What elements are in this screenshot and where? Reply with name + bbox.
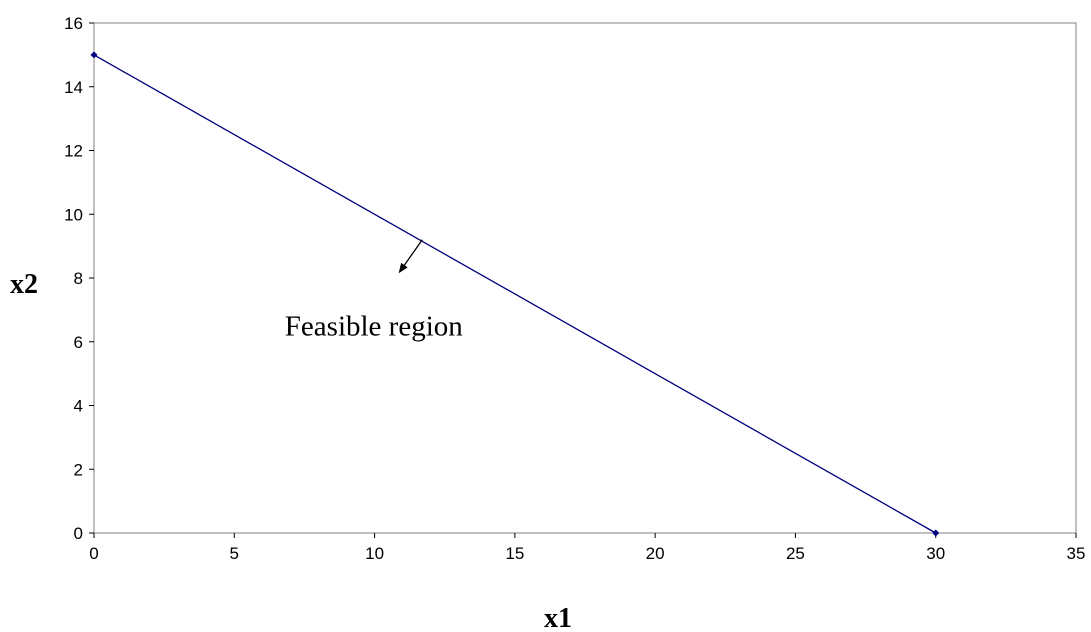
feasible-region-label: Feasible region: [285, 310, 463, 342]
x-tick-label: 0: [89, 544, 98, 563]
x-axis-title: x1: [544, 603, 572, 632]
x-tick-label: 20: [646, 544, 665, 563]
x-tick-label: 25: [786, 544, 805, 563]
y-tick-label: 6: [74, 333, 83, 352]
x-tick-label: 30: [926, 544, 945, 563]
y-tick-label: 0: [74, 524, 83, 543]
plot-area: [93, 22, 1077, 534]
annotation-layer: Feasible region: [285, 239, 463, 342]
data-point: [90, 51, 98, 59]
y-tick-label: 4: [74, 397, 83, 416]
y-tick-label: 14: [64, 78, 83, 97]
x-axis-ticks: 0 5 10 15 20 25 30 35: [89, 533, 1085, 563]
y-tick-label: 2: [74, 460, 83, 479]
y-tick-label: 12: [64, 142, 83, 161]
x-tick-label: 35: [1067, 544, 1086, 563]
y-tick-label: 16: [64, 14, 83, 33]
series-line: [93, 54, 937, 534]
feasible-region-arrow: [398, 239, 423, 274]
y-axis-ticks: 0 2 4 6 8 10 12 14 16: [64, 14, 94, 543]
x-tick-label: 15: [505, 544, 524, 563]
data-point: [932, 529, 940, 537]
x-tick-label: 5: [230, 544, 239, 563]
series-layer: [90, 51, 940, 537]
y-tick-label: 8: [74, 269, 83, 288]
y-tick-label: 10: [64, 205, 83, 224]
y-axis-title: x2: [10, 269, 38, 300]
x-tick-label: 10: [365, 544, 384, 563]
